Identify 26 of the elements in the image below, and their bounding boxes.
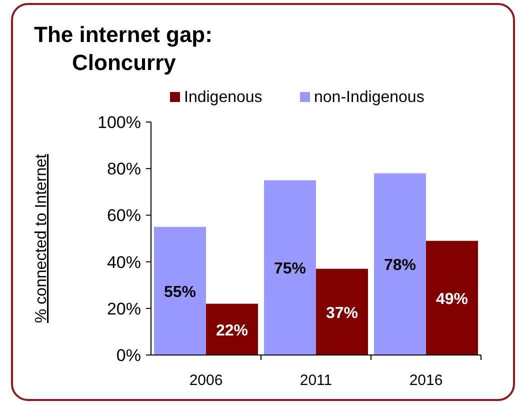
bar [206,304,258,355]
data-label: 49% [436,290,468,308]
y-tick-label: 0% [116,346,141,365]
data-label: 22% [216,322,248,340]
y-axis-title: % connected to Internet [33,153,50,323]
bar [154,226,206,355]
y-tick-label: 100% [98,113,141,132]
bar [426,240,478,355]
legend-label: Indigenous [184,89,262,106]
data-label: 37% [326,304,358,322]
bar [264,180,316,355]
x-tick-label: 2016 [409,372,443,389]
chart-subtitle: Cloncurry [72,50,177,75]
chart-title: The internet gap: [34,22,212,47]
x-tick-label: 2006 [189,372,223,389]
y-tick-label: 60% [106,206,141,226]
data-label: 75% [274,260,306,278]
data-label: 55% [164,284,196,301]
y-tick-label: 20% [106,299,141,318]
legend-label: non-Indigenous [314,89,424,106]
data-label: 78% [384,257,416,274]
y-tick-label: 40% [106,252,141,272]
y-tick-label: 80% [106,160,141,179]
bar [316,268,368,355]
x-tick-label: 2011 [300,372,332,389]
bar [374,173,426,355]
